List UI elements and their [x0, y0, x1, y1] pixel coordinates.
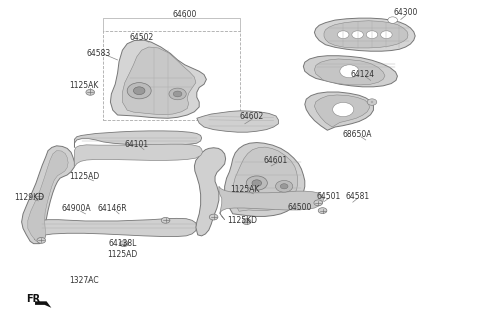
Text: 1125AK: 1125AK	[69, 81, 99, 90]
Polygon shape	[194, 148, 226, 236]
Circle shape	[86, 89, 95, 95]
Text: 1125KD: 1125KD	[228, 216, 257, 225]
Text: 64583: 64583	[86, 49, 110, 58]
Text: 64500: 64500	[288, 203, 312, 212]
Text: 64124: 64124	[350, 70, 374, 79]
Circle shape	[127, 83, 151, 99]
Circle shape	[333, 102, 354, 117]
Polygon shape	[22, 146, 74, 244]
Polygon shape	[74, 144, 203, 167]
Polygon shape	[35, 301, 51, 308]
Circle shape	[209, 214, 218, 220]
Text: 64602: 64602	[240, 112, 264, 121]
Circle shape	[120, 241, 128, 247]
Text: 64101: 64101	[125, 140, 149, 149]
Polygon shape	[197, 111, 278, 132]
Circle shape	[35, 193, 44, 199]
Text: 68650A: 68650A	[343, 130, 372, 139]
Text: 1125AK: 1125AK	[230, 185, 260, 194]
Circle shape	[388, 17, 397, 23]
Circle shape	[246, 176, 267, 190]
Polygon shape	[314, 59, 385, 85]
Text: 64138L: 64138L	[108, 238, 137, 248]
Polygon shape	[28, 151, 68, 241]
Circle shape	[352, 31, 363, 39]
Text: 1327AC: 1327AC	[69, 276, 99, 285]
Polygon shape	[303, 56, 397, 87]
Circle shape	[381, 31, 392, 39]
Circle shape	[252, 180, 262, 186]
Text: 1129KD: 1129KD	[14, 193, 44, 202]
Polygon shape	[225, 143, 305, 216]
Circle shape	[242, 219, 251, 225]
Text: 1125AD: 1125AD	[69, 172, 99, 181]
Bar	[103, 31, 240, 120]
Circle shape	[133, 87, 145, 95]
Circle shape	[161, 217, 170, 223]
Circle shape	[340, 65, 359, 78]
Polygon shape	[324, 21, 408, 48]
Polygon shape	[233, 147, 298, 211]
Polygon shape	[305, 92, 373, 130]
Polygon shape	[74, 131, 202, 147]
Circle shape	[314, 200, 323, 206]
Text: 64502: 64502	[130, 33, 154, 42]
Circle shape	[37, 237, 46, 243]
Text: 64900A: 64900A	[62, 204, 92, 214]
Text: 64300: 64300	[394, 8, 418, 17]
Text: 64501: 64501	[317, 191, 341, 201]
Circle shape	[169, 88, 186, 100]
Circle shape	[318, 208, 327, 214]
Polygon shape	[110, 40, 206, 118]
Text: 64601: 64601	[264, 156, 288, 165]
Polygon shape	[35, 218, 197, 240]
Polygon shape	[122, 47, 196, 115]
Circle shape	[173, 91, 182, 97]
Circle shape	[366, 31, 378, 39]
Polygon shape	[314, 95, 370, 127]
Polygon shape	[314, 18, 415, 51]
Polygon shape	[219, 186, 324, 220]
Circle shape	[280, 184, 288, 189]
Text: 64600: 64600	[173, 10, 197, 19]
Circle shape	[367, 99, 377, 105]
Text: FR: FR	[26, 294, 40, 304]
Circle shape	[337, 31, 349, 39]
Text: 64581: 64581	[346, 191, 370, 201]
Text: 64146R: 64146R	[98, 204, 128, 214]
Circle shape	[276, 180, 293, 192]
Text: 1125AD: 1125AD	[107, 250, 138, 259]
